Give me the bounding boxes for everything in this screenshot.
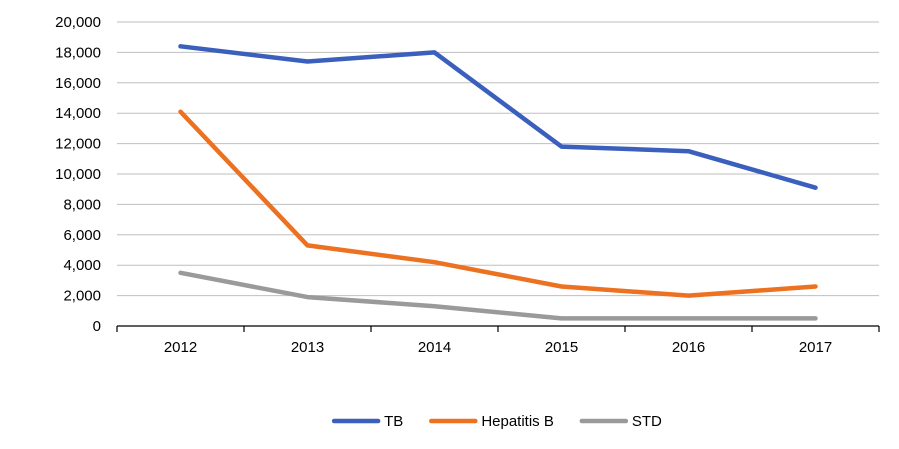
y-axis-tick-labels: 0 2,000 4,000 6,000 8,000 10,000 12,000 14,000 1… <box>55 14 101 335</box>
y-tick-label: 12,000 <box>55 136 101 153</box>
series-lines <box>178 44 818 321</box>
y-tick-label: 14,000 <box>55 105 101 122</box>
y-tick-label: 18,000 <box>55 44 101 61</box>
series-line-hepatitis-b <box>178 109 818 298</box>
x-axis <box>116 325 880 332</box>
y-tick-label: 8,000 <box>63 196 101 213</box>
x-tick-label: 2014 <box>418 339 451 356</box>
y-tick-label: 0 <box>93 318 101 335</box>
legend-label: TB <box>384 413 403 430</box>
x-axis-tick-labels: 2012 2013 2014 2015 2016 2017 <box>164 339 832 356</box>
legend-item-tb: TB <box>331 413 403 430</box>
gridlines <box>117 21 879 297</box>
x-tick-label: 2017 <box>799 339 832 356</box>
x-tick-label: 2013 <box>291 339 324 356</box>
y-tick-label: 16,000 <box>55 75 101 92</box>
legend: TB Hepatitis B STD <box>331 413 662 430</box>
x-tick-label: 2016 <box>672 339 705 356</box>
y-tick-label: 10,000 <box>55 166 101 183</box>
legend-label: Hepatitis B <box>481 413 554 430</box>
y-tick-label: 2,000 <box>63 288 101 305</box>
legend-item-std: STD <box>579 413 662 430</box>
series-line-std <box>178 270 818 321</box>
x-tick-label: 2015 <box>545 339 578 356</box>
legend-label: STD <box>632 413 662 430</box>
y-tick-label: 20,000 <box>55 14 101 31</box>
x-tick-label: 2012 <box>164 339 197 356</box>
y-tick-label: 6,000 <box>63 227 101 244</box>
y-tick-label: 4,000 <box>63 257 101 274</box>
legend-item-hepatitis-b: Hepatitis B <box>429 413 554 430</box>
series-line-tb <box>178 44 818 190</box>
